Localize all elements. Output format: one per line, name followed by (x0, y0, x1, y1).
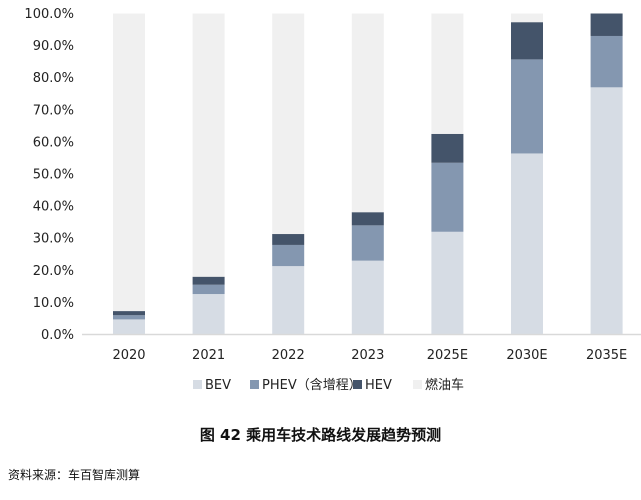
y-tick-label: 60.0% (33, 135, 74, 150)
bar-segment-2022-0 (272, 266, 305, 335)
x-tick-label: 2020 (112, 348, 145, 363)
bar-segment-2025E-1 (431, 162, 464, 232)
bar-segment-2025E-2 (431, 133, 464, 163)
bar-segment-2023-3 (351, 13, 384, 213)
legend-label-1: PHEV（含增程） (262, 377, 362, 393)
y-tick-label: 10.0% (33, 296, 74, 311)
x-tick-label: 2035E (586, 348, 627, 363)
bar-segment-2020-2 (113, 311, 145, 316)
bar-segment-2030E-3 (511, 13, 543, 23)
x-tick-label: 2022 (272, 348, 305, 363)
bar-segment-2023-0 (351, 260, 384, 335)
x-tick-label: 2030E (506, 348, 547, 363)
legend-label-0: BEV (205, 378, 231, 393)
bar-segment-2022-1 (272, 244, 305, 267)
bar-segment-2022-2 (272, 234, 305, 245)
bar-segment-2030E-0 (511, 153, 543, 335)
bar-segment-2020-0 (113, 319, 145, 335)
bar-segment-2021-0 (192, 294, 225, 335)
y-tick-label: 70.0% (33, 103, 74, 118)
bar-segment-2025E-0 (431, 231, 464, 335)
y-tick-label: 30.0% (33, 232, 74, 247)
bar-segment-2030E-2 (511, 22, 543, 60)
bar-segment-2022-3 (272, 13, 305, 235)
bar-segment-2035E-2 (590, 13, 623, 36)
legend-swatch-0 (193, 380, 202, 389)
y-tick-label: 20.0% (33, 264, 74, 279)
bar-segment-2021-1 (192, 284, 225, 295)
bar-segment-2023-2 (351, 212, 384, 226)
bar-segment-2021-2 (192, 276, 225, 285)
legend-label-3: 燃油车 (425, 377, 464, 393)
y-tick-label: 100.0% (24, 7, 74, 22)
bar-segment-2021-3 (192, 13, 225, 277)
bar-segment-2023-1 (351, 225, 384, 261)
y-tick-label: 50.0% (33, 168, 74, 183)
x-tick-label: 2021 (192, 348, 225, 363)
y-tick-label: 90.0% (33, 39, 74, 54)
x-tick-label: 2023 (351, 348, 384, 363)
y-tick-label: 40.0% (33, 200, 74, 215)
bar-segment-2020-3 (113, 13, 145, 312)
legend-swatch-3 (413, 380, 422, 389)
legend-label-2: HEV (365, 378, 392, 393)
legend-swatch-1 (250, 380, 259, 389)
source-note: 资料来源：车百智库测算 (8, 468, 141, 482)
bar-segment-2020-1 (113, 315, 145, 320)
bar-segment-2025E-3 (431, 13, 464, 134)
bar-segment-2030E-1 (511, 59, 543, 154)
y-tick-label: 80.0% (33, 71, 74, 86)
y-tick-label: 0.0% (41, 328, 74, 343)
legend-swatch-2 (353, 380, 362, 389)
bar-segment-2035E-1 (590, 35, 623, 88)
bar-segment-2035E-0 (590, 87, 623, 335)
stacked-bar-chart: 0.0% 10.0% 20.0% 30.0% 40.0% 50.0% 60.0% 70.0% 8… (24, 7, 641, 393)
chart-title: 图 42 乘用车技术路线发展趋势预测 (199, 426, 442, 444)
x-tick-label: 2025E (427, 348, 468, 363)
